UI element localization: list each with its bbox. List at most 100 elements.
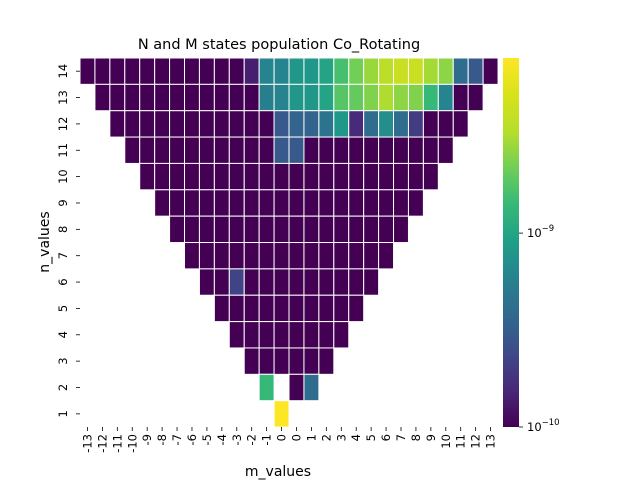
heatmap-cell [303, 347, 320, 375]
heatmap-cell [243, 110, 260, 138]
heatmap-cell [273, 162, 290, 191]
heatmap-cell [288, 321, 305, 349]
x-tick-label: -4 [215, 434, 229, 445]
heatmap-cell [169, 162, 186, 191]
heatmap-cell [124, 83, 141, 112]
heatmap-cell [243, 215, 260, 244]
x-tick-label: 5 [364, 434, 378, 441]
heatmap-cell [378, 242, 395, 270]
heatmap-cell [363, 162, 380, 191]
heatmap-cell [288, 110, 305, 138]
x-tick-label: 11 [454, 434, 468, 449]
heatmap-cell [318, 215, 335, 244]
heatmap-cell [437, 136, 454, 164]
heatmap-cell [348, 57, 365, 85]
heatmap-cell [198, 162, 215, 191]
heatmap-cell [303, 189, 320, 217]
heatmap-cell [333, 321, 350, 349]
heatmap-cell [169, 110, 186, 138]
heatmap-cell [318, 136, 335, 164]
y-tick-label: 10 [56, 169, 70, 184]
heatmap-cell [228, 136, 245, 164]
y-tick-label: 5 [56, 305, 70, 312]
heatmap-cell [303, 83, 320, 112]
heatmap-cell [363, 57, 380, 85]
y-axis-ticks: 14 13 12 11 10 9 8 7 6 5 4 3 2 1 [56, 64, 80, 418]
x-tick-label: -1 [260, 434, 274, 445]
heatmap-cell [318, 294, 335, 323]
y-axis-label: n_values [37, 211, 53, 272]
heatmap-cell [303, 268, 320, 296]
heatmap-cell [303, 294, 320, 323]
heatmap-cell [363, 215, 380, 244]
heatmap-cell [258, 347, 275, 375]
heatmap-cell [422, 83, 439, 112]
heatmap-cell [169, 136, 186, 164]
heatmap-cell [139, 162, 156, 191]
heatmap-cell [363, 136, 380, 164]
heatmap-cell [243, 136, 260, 164]
heatmap-cell [273, 110, 290, 138]
x-tick-label: 8 [409, 434, 423, 441]
heatmap-cell [124, 57, 141, 85]
heatmap-cell [348, 83, 365, 112]
heatmap-cell [243, 268, 260, 296]
x-axis-ticks: -13 -12 -11 -10 -9 -8 -7 -6 -5 -4 -3 -2 -1 0 0 1 2 3 4 5 6 7 8… [80, 427, 498, 453]
heatmap-cell [154, 162, 171, 191]
heatmap-cell [363, 268, 380, 296]
heatmap-cell [333, 83, 350, 112]
heatmap-cell [243, 294, 260, 323]
heatmap-cell [378, 57, 395, 85]
x-tick-label: -12 [95, 434, 109, 453]
colorbar-ticks: 10−10 10−9 [519, 224, 560, 434]
x-tick-label: 3 [334, 434, 348, 441]
heatmap-cell [273, 347, 290, 375]
x-tick-label: -11 [110, 434, 124, 453]
heatmap-cell [198, 242, 215, 270]
heatmap-cell [258, 162, 275, 191]
heatmap-cell [169, 57, 186, 85]
heatmap-cell [318, 83, 335, 112]
heatmap-cell [348, 162, 365, 191]
heatmap-cell [303, 321, 320, 349]
heatmap-cell [318, 189, 335, 217]
heatmap-cell [213, 57, 230, 85]
x-tick-label: 1 [304, 434, 318, 441]
heatmap-cell [139, 57, 156, 85]
heatmap-cell [288, 189, 305, 217]
heatmap-cell [452, 110, 469, 138]
heatmap-cell [318, 347, 335, 375]
heatmap-cell [303, 57, 320, 85]
heatmap-cell [422, 110, 439, 138]
heatmap-cell [273, 215, 290, 244]
heatmap-cell [333, 215, 350, 244]
x-tick-label: 13 [484, 434, 498, 449]
heatmap-cell [333, 57, 350, 85]
heatmap-cell [198, 136, 215, 164]
heatmap-cell [482, 57, 499, 85]
heatmap-cell [258, 294, 275, 323]
y-tick-label: 1 [56, 410, 70, 417]
heatmap-cell [467, 57, 484, 85]
heatmap-cell [198, 189, 215, 217]
heatmap-cell [393, 162, 409, 191]
heatmap-cell [422, 57, 439, 85]
heatmap-cell [154, 136, 171, 164]
heatmap-cell [422, 136, 439, 164]
heatmap-cell [288, 294, 305, 323]
heatmap-cell [393, 136, 409, 164]
y-tick-label: 7 [56, 252, 70, 259]
x-tick-label: 7 [394, 434, 408, 441]
heatmap-cell [228, 215, 245, 244]
x-axis-label: m_values [245, 464, 311, 480]
x-tick-label: -13 [80, 434, 94, 453]
heatmap-cell [258, 321, 275, 349]
heatmap-cell [303, 162, 320, 191]
heatmap-cell [273, 136, 290, 164]
chart-title: N and M states population Co_Rotating [138, 37, 420, 53]
heatmap-cell [273, 189, 290, 217]
heatmap-cell [169, 83, 186, 112]
y-tick-label: 13 [56, 90, 70, 105]
heatmap-cell [318, 110, 335, 138]
x-tick-label: -10 [125, 434, 139, 453]
